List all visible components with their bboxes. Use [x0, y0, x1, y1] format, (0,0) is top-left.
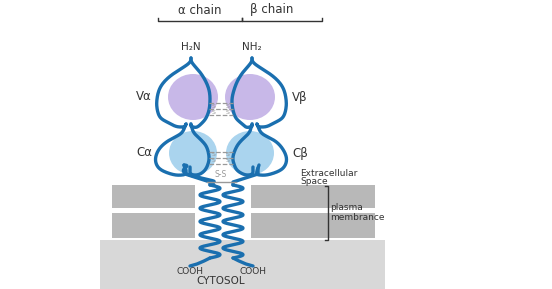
- Text: Space: Space: [300, 177, 328, 186]
- Text: β chain: β chain: [250, 3, 294, 16]
- Text: S: S: [212, 153, 216, 158]
- Text: S: S: [212, 158, 216, 164]
- Text: plasma: plasma: [330, 203, 363, 212]
- Ellipse shape: [226, 131, 274, 175]
- Text: S: S: [212, 110, 216, 114]
- Text: S-S: S-S: [215, 170, 227, 179]
- Text: α chain: α chain: [178, 3, 222, 16]
- Ellipse shape: [169, 131, 217, 175]
- Bar: [112, 213, 195, 238]
- Text: S: S: [212, 103, 216, 108]
- Bar: [100, 240, 385, 289]
- Text: Cα: Cα: [136, 147, 152, 160]
- Text: S: S: [226, 158, 230, 164]
- Ellipse shape: [168, 74, 218, 120]
- Bar: [112, 185, 195, 208]
- Text: membrance: membrance: [330, 214, 385, 223]
- Text: Cβ: Cβ: [292, 147, 308, 160]
- Text: S: S: [226, 153, 230, 158]
- Text: H₂N: H₂N: [181, 42, 201, 52]
- Text: Vα: Vα: [136, 90, 152, 103]
- Text: S: S: [226, 103, 230, 108]
- Ellipse shape: [225, 74, 275, 120]
- Text: Extracellular: Extracellular: [300, 170, 357, 179]
- Text: S: S: [226, 110, 230, 114]
- Text: CYTOSOL: CYTOSOL: [197, 276, 245, 286]
- Text: Vβ: Vβ: [292, 90, 307, 103]
- Bar: [251, 185, 375, 208]
- Text: NH₂: NH₂: [242, 42, 262, 52]
- Text: COOH: COOH: [240, 266, 267, 275]
- Bar: [251, 213, 375, 238]
- Text: COOH: COOH: [177, 266, 204, 275]
